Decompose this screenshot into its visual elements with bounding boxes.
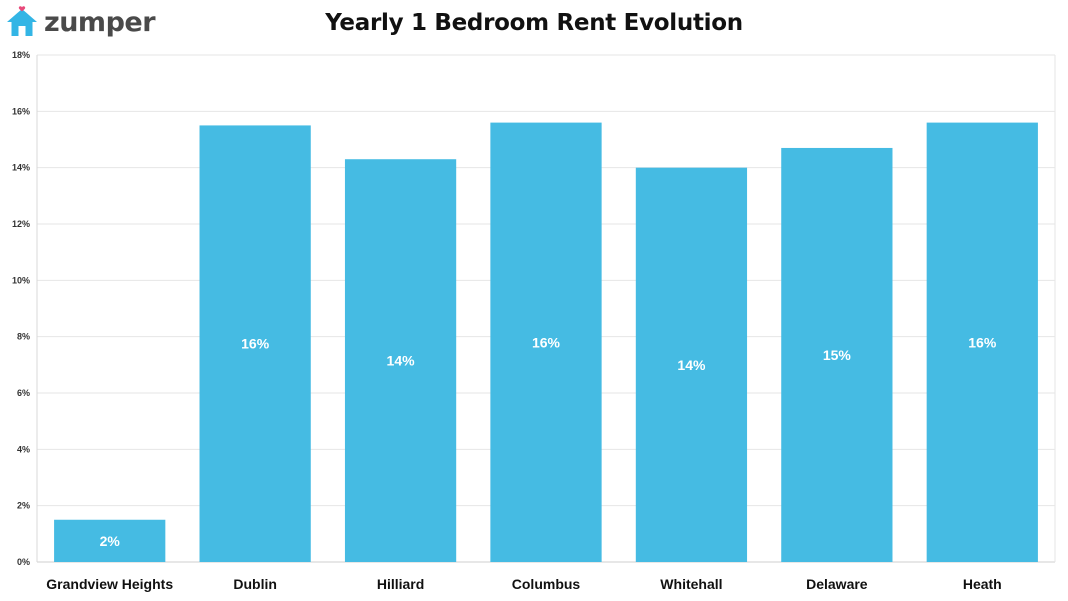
- zumper-logo: zumper: [4, 6, 156, 38]
- category-label: Grandview Heights: [46, 576, 173, 592]
- y-tick-label: 16%: [12, 106, 30, 116]
- bar-data-label: 14%: [387, 353, 416, 369]
- y-tick-label: 0%: [17, 557, 30, 567]
- category-labels: Grandview Heights Dublin Hilliard Columbus W…: [46, 576, 1001, 592]
- y-tick-label: 14%: [12, 163, 30, 173]
- bar: [344, 159, 457, 562]
- bar-data-label: 16%: [532, 334, 561, 350]
- bar-data-label: 15%: [823, 347, 852, 363]
- y-axis-ticks: 0% 2% 4% 6% 8% 10% 12% 14% 16% 18%: [12, 50, 30, 567]
- chart-title: Yearly 1 Bedroom Rent Evolution: [325, 10, 743, 36]
- y-tick-label: 18%: [12, 50, 30, 60]
- y-tick-label: 8%: [17, 332, 30, 342]
- bar: [199, 125, 311, 563]
- bar-data-label: 16%: [241, 336, 270, 352]
- bar: [781, 147, 893, 562]
- category-label: Whitehall: [660, 576, 722, 592]
- house-icon: [7, 6, 37, 36]
- bar: [635, 167, 748, 562]
- category-label: Columbus: [512, 576, 581, 592]
- bars: 2% 16% 14% 16% 14% 15% 16%: [54, 122, 1038, 563]
- bar-data-label: 14%: [677, 357, 706, 373]
- bar: [54, 519, 166, 562]
- brand-name: zumper: [44, 6, 156, 38]
- category-label: Delaware: [806, 576, 868, 592]
- y-tick-label: 4%: [17, 444, 30, 454]
- category-label: Dublin: [233, 576, 277, 592]
- y-tick-label: 2%: [17, 501, 30, 511]
- category-label: Hilliard: [377, 576, 424, 592]
- y-tick-label: 12%: [12, 219, 30, 229]
- y-tick-label: 10%: [12, 275, 30, 285]
- bar-data-label: 2%: [100, 533, 121, 549]
- bar-data-label: 16%: [968, 334, 997, 350]
- bar: [926, 122, 1038, 562]
- category-label: Heath: [963, 576, 1002, 592]
- bar: [490, 122, 602, 562]
- y-tick-label: 6%: [17, 388, 30, 398]
